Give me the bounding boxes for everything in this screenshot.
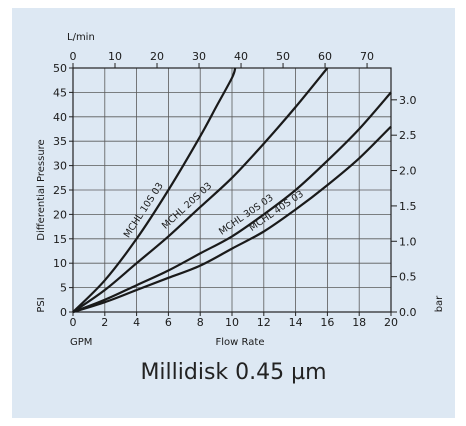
y-tick-label: 0 <box>60 306 67 319</box>
series-line <box>72 67 237 313</box>
x-tick-label: 6 <box>165 316 172 329</box>
y-right-unit-label: bar <box>434 295 445 312</box>
y-right-tick-label: 0.5 <box>399 271 417 284</box>
series-line <box>72 91 392 314</box>
y-tick-label: 5 <box>60 282 67 295</box>
x-top-tick-label: 20 <box>150 50 164 63</box>
x-top-tick-label: 70 <box>360 50 374 63</box>
y-right-tick-label: 2.5 <box>399 129 417 142</box>
x-tick-label: 10 <box>225 316 239 329</box>
x-axis-title: Flow Rate <box>216 337 265 348</box>
x-tick-label: 12 <box>257 316 271 329</box>
x-tick-label: 0 <box>70 316 77 329</box>
y-unit-label: PSI <box>36 297 47 312</box>
y-right-tick-label: 0.0 <box>399 306 417 319</box>
series-line <box>72 67 329 313</box>
grid <box>72 67 392 313</box>
y-tick-label: 15 <box>53 233 67 246</box>
y-tick-label: 35 <box>53 135 67 148</box>
series-line <box>72 125 392 314</box>
x-top-tick-label: 0 <box>70 50 77 63</box>
y-tick-label: 20 <box>53 208 67 221</box>
y-right-tick-label: 1.5 <box>399 200 417 213</box>
x-top-tick-label: 10 <box>108 50 122 63</box>
y-right-tick-label: 2.0 <box>399 165 417 178</box>
chart-caption: Millidisk 0.45 µm <box>140 360 327 385</box>
x-tick-label: 16 <box>320 316 334 329</box>
y-tick-label: 50 <box>53 62 67 75</box>
x-top-unit-label: L/min <box>67 32 95 43</box>
x-tick-label: 8 <box>197 316 204 329</box>
series-lines <box>72 67 392 314</box>
x-tick-label: 20 <box>384 316 398 329</box>
x-top-tick-label: 50 <box>276 50 290 63</box>
x-top-tick-label: 40 <box>234 50 248 63</box>
x-unit-label: GPM <box>70 337 92 348</box>
x-tick-label: 2 <box>101 316 108 329</box>
y-tick-label: 25 <box>53 184 67 197</box>
x-top-tick-label: 60 <box>318 50 332 63</box>
x-tick-label: 4 <box>133 316 140 329</box>
axis-ticks: 0 2 4 6 8 10 12 14 16 18 20 0 10 20 30 40 50 60 70 0 5 10 15 20… <box>53 50 417 329</box>
y-tick-label: 10 <box>53 257 67 270</box>
y-tick-label: 40 <box>53 111 67 124</box>
y-tick-label: 45 <box>53 86 67 99</box>
y-axis-title: Differential Pressure <box>36 139 47 240</box>
x-tick-label: 18 <box>352 316 366 329</box>
y-right-tick-label: 3.0 <box>399 94 417 107</box>
y-tick-label: 30 <box>53 160 67 173</box>
x-top-tick-label: 30 <box>192 50 206 63</box>
y-right-tick-label: 1.0 <box>399 235 417 248</box>
x-tick-label: 14 <box>289 316 303 329</box>
